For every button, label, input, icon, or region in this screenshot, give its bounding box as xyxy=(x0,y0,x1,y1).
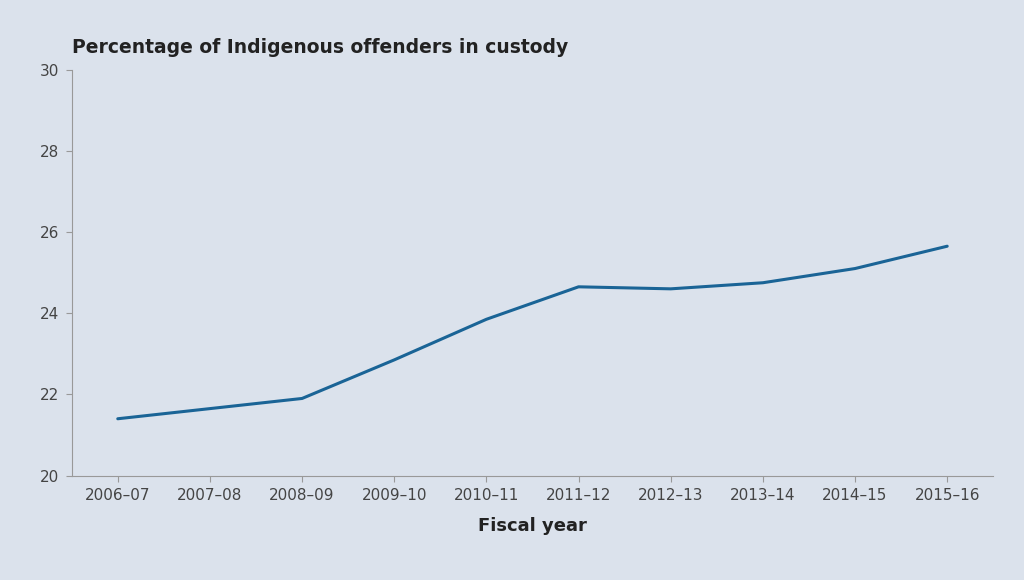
X-axis label: Fiscal year: Fiscal year xyxy=(478,517,587,535)
Text: Percentage of Indigenous offenders in custody: Percentage of Indigenous offenders in cu… xyxy=(72,38,568,57)
